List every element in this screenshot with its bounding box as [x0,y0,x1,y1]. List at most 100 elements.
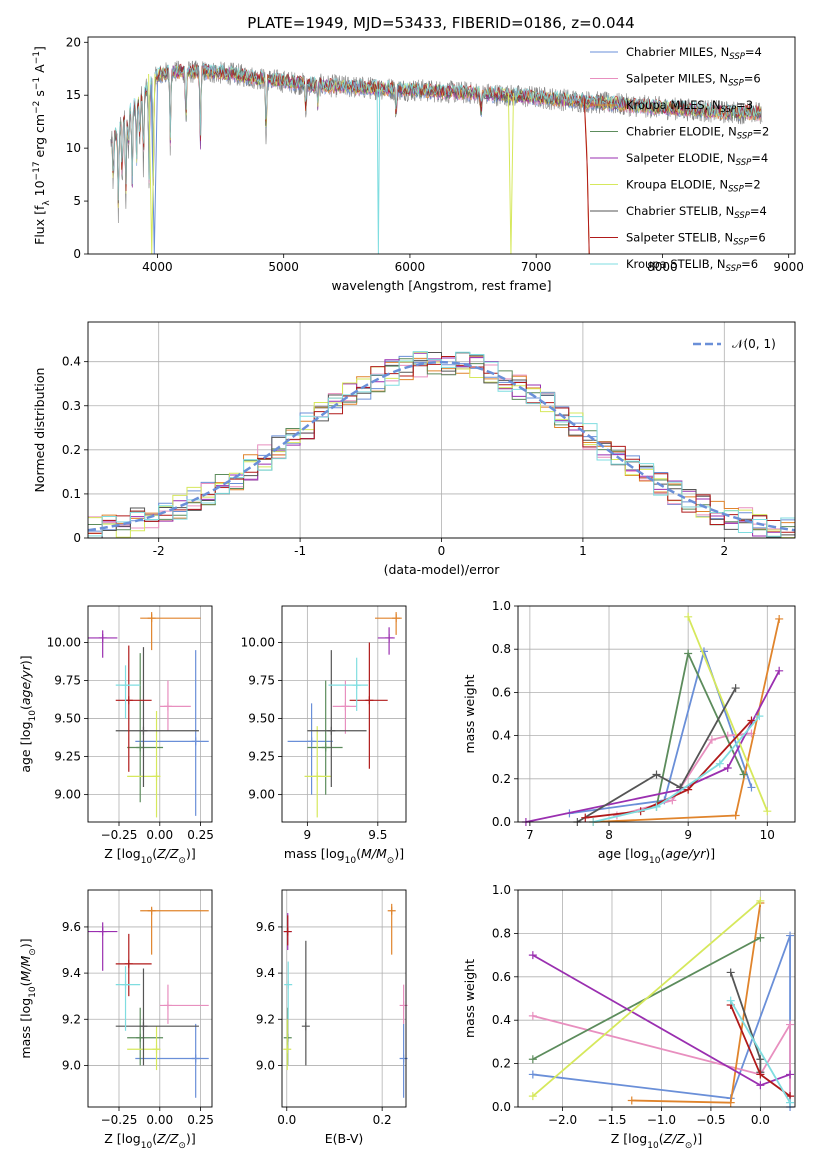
y-tick-label: 0.6 [492,685,511,699]
label-fragment: −1 [32,77,42,90]
errorbar-chabrier-stelib [301,940,310,1066]
data-marker [98,633,107,642]
label-fragment: mass weight [462,674,477,753]
y-tick-label: 5 [73,194,81,208]
spectrum-lines [110,60,763,254]
data-marker [352,681,361,690]
label-fragment: ( [18,981,33,986]
data-marker [307,737,316,746]
series-chabrier-elodie [652,649,748,811]
data-marker [786,1070,795,1079]
series [521,612,784,826]
label-fragment: ⊙ [178,856,186,866]
label-fragment: log [18,998,33,1017]
legend-label-subscript: SSP [728,185,744,195]
data-marker [152,772,161,781]
label-fragment: )] [186,1131,196,1146]
series-line [576,687,737,823]
y-tick-label: 0 [73,247,81,261]
data-marker [139,726,148,735]
y-tick-label: 9.6 [62,920,81,934]
legend-label: Kroupa STELIB, NSSP=6 [626,257,758,274]
label-fragment: log [122,846,141,861]
x-tick-label: 9 [684,828,692,842]
x-tick-label: 8 [605,828,613,842]
model-artifact [148,74,156,254]
legend-label-subscript: SSP [733,238,749,248]
label-fragment: 10 [647,1141,659,1151]
legend-label: Chabrier STELIB, NSSP=4 [626,204,767,221]
data-marker [731,684,740,693]
y-tick-label: 10 [66,141,81,155]
y-tick-label: 9.50 [248,712,275,726]
legend-label-prefix: Chabrier STELIB, N [626,204,734,218]
x-tick-label: 8000 [647,260,678,274]
x-axis-label: wavelength [Angstrom, rest frame] [331,278,551,293]
label-fragment: log [628,1131,647,1146]
series-salpeter-elodie [528,951,795,1090]
data-marker [528,1070,537,1079]
errorbar-salpeter-miles [159,680,191,731]
model-artifact [507,93,514,254]
errorbar-chabrier-stelib [115,647,199,788]
y-tick-label: 0.4 [492,729,511,743]
x-tick-label: 0.0 [277,1113,296,1127]
data-marker [327,726,336,735]
legend-label-prefix: Salpeter STELIB, N [626,231,733,245]
legend-label: Salpeter STELIB, NSSP=6 [626,231,766,248]
y-tick-label: 9.25 [54,750,81,764]
data-marker [147,614,156,623]
errorbar-kroupa-stelib [328,657,368,711]
grid [282,890,406,1107]
model-kroupa-stelib [111,62,761,201]
data-marker [392,614,401,623]
legend-label-suffix: =4 [750,204,767,218]
data-marker [121,980,130,989]
errorbar-chabrier-miles [135,650,209,816]
grid [282,606,406,822]
axes-frame [281,605,407,823]
y-tick-label: 0.4 [62,355,81,369]
x-tick-label: −1.5 [597,1113,626,1127]
y-tick-label: 0.8 [492,642,511,656]
label-fragment: 10 [649,856,661,866]
data-marker [284,980,293,989]
legend-label: Kroupa MILES, NSSP=3 [626,98,753,115]
label-fragment: (data-model)/error [384,562,501,577]
y-tick-label: 0.3 [62,399,81,413]
y-tick-label: 0.6 [492,970,511,984]
y-tick-label: 15 [66,88,81,102]
label-fragment: ( [659,1131,664,1146]
y-tick-label: 0.0 [492,1100,511,1114]
y-axis-label: Normed distribution [32,368,47,493]
x-axis-label: age [log10(age/yr)] [598,846,715,866]
label-fragment: ( [152,1131,157,1146]
legend-label: Kroupa ELODIE, NSSP=2 [626,178,761,195]
x-tick-label: 0.2 [373,1113,392,1127]
legend-label-subscript: SSP [737,132,753,142]
series [528,896,795,1111]
x-tick-label: 2 [720,544,728,558]
errorbar-salpeter-stelib [115,933,152,997]
data-marker [755,712,764,721]
y-tick-label: 9.4 [62,966,81,980]
mass-vs-extinction-panel: 0.0 0.2 9.0 9.2 9.4 9.6 E(B-V) [256,889,408,1146]
errorbar-kroupa-miles [140,906,209,955]
data-marker [528,1092,537,1101]
legend-label-prefix: Kroupa STELIB, N [626,257,726,271]
series-line [687,616,769,812]
series-line [592,715,761,823]
y-axis-label: age [log10(age/yr)] [18,655,38,772]
y-tick-label: 20 [66,35,81,49]
label-fragment: ⊙ [178,1141,186,1151]
label-fragment: age [ [598,846,630,861]
data-marker [756,1070,765,1079]
label-fragment: Z [ [104,1131,121,1146]
legend-label-prefix: Salpeter ELODIE, N [626,151,736,165]
data-marker [121,681,130,690]
label-fragment: Z/Z [663,1131,686,1146]
y-tick-label: 9.6 [256,920,275,934]
errorbar-kroupa-miles [375,612,402,635]
